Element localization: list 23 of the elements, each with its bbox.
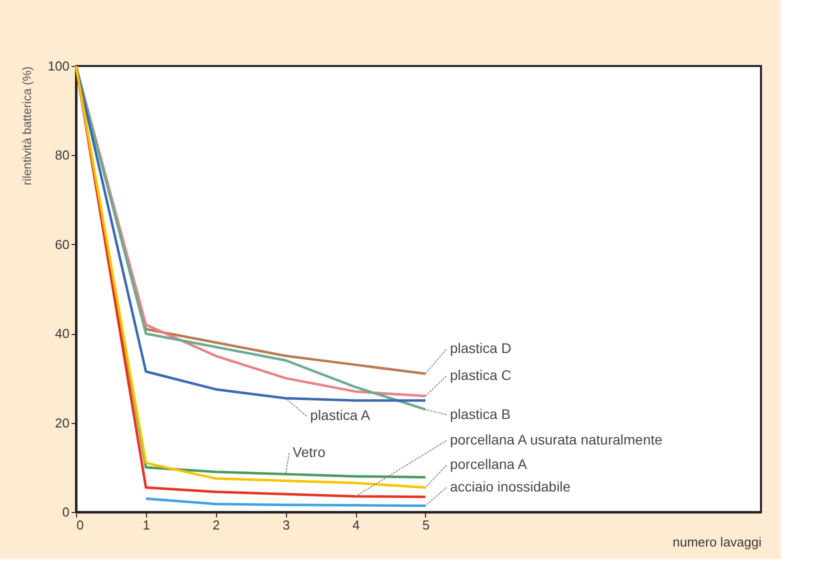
x-tick-label: 4 (352, 518, 360, 532)
text: porcellana A usurata naturalmente (450, 432, 663, 448)
series-label: Vetro (292, 444, 326, 460)
text: plastica D (450, 340, 512, 356)
x-axis-title: numero lavaggi (672, 534, 762, 550)
y-tick-label: 40 (55, 326, 70, 342)
x-tick-label: 3 (282, 518, 290, 532)
x-tick-label: 1 (142, 518, 150, 532)
series-label: plastica B (450, 406, 511, 422)
y-tick-label: 60 (55, 236, 70, 252)
y-axis-title: rilentività batterica (%) (20, 66, 34, 186)
series-label: plastica A (310, 407, 371, 424)
y-tick-label: 20 (55, 415, 70, 430)
series-label: plastica C (450, 366, 512, 383)
line-series (144, 497, 427, 508)
series-label: acciaio inossidabile (450, 478, 571, 494)
y-tick-label: 100 (48, 58, 70, 74)
x-tick-label: 0 (76, 518, 84, 532)
x-tick-label: 2 (212, 518, 220, 532)
text: porcellana A (450, 456, 528, 472)
x-tick-label: 5 (422, 518, 430, 532)
y-tick-label: 0 (62, 504, 70, 520)
y-tick-label: 80 (55, 148, 70, 163)
